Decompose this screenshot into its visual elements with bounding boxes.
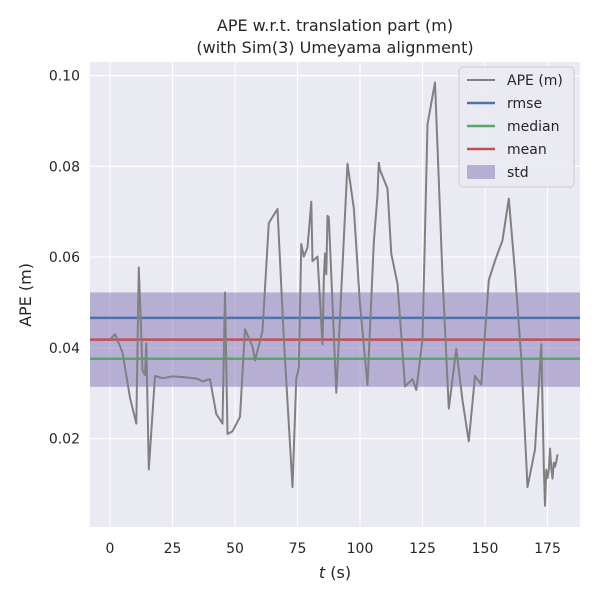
legend-label: APE (m) [507,73,563,89]
x-tick-label: 50 [226,541,244,557]
y-tick-label: 0.08 [49,159,80,175]
x-tick-label: 175 [534,541,561,557]
y-tick-labels: 0.02 0.04 0.06 0.08 0.10 [49,69,80,448]
x-tick-label: 25 [164,541,182,557]
legend-label: rmse [507,96,542,112]
y-tick-label: 0.02 [49,432,80,448]
y-axis-label: APE (m) [16,263,35,327]
x-tick-label: 125 [409,541,436,557]
legend-box [458,66,575,188]
x-axis-label: t (s) [319,563,351,582]
x-tick-labels: 0 25 50 75 100 125 150 175 [106,541,561,557]
chart-title-line2: (with Sim(3) Umeyama alignment) [196,38,473,57]
chart-title-line1: APE w.r.t. translation part (m) [217,16,453,35]
x-tick-label: 0 [106,541,115,557]
y-tick-label: 0.04 [49,341,80,357]
series-layer [109,81,559,507]
ape-series-line [109,81,559,507]
y-tick-label: 0.10 [49,69,80,85]
legend-label: mean [507,142,547,158]
legend-swatch-std [467,165,495,179]
legend-label: median [507,119,559,135]
legend-label: std [507,165,529,181]
y-tick-label: 0.06 [49,250,80,266]
x-axis-label-var: t [319,563,326,582]
x-tick-label: 100 [347,541,374,557]
legend: APE (m) rmse median mean std [458,66,575,188]
x-tick-label: 150 [472,541,499,557]
x-axis-label-unit: (s) [325,563,351,582]
x-tick-label: 75 [289,541,307,557]
